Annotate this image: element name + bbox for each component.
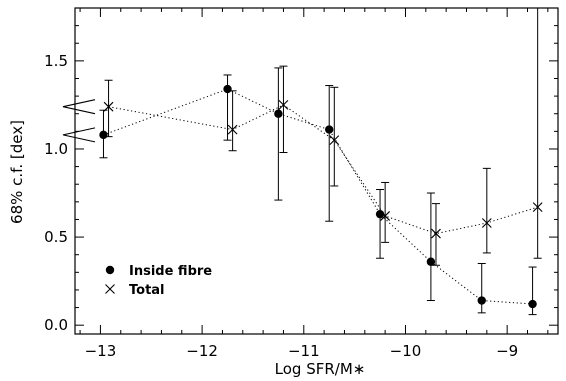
data-point (477, 296, 486, 305)
data-point (528, 299, 537, 309)
x-axis: −13 −12 −11 −10 −9 (79, 8, 549, 360)
data-point-stroke (227, 124, 238, 135)
data-point (532, 202, 543, 213)
error-bar (223, 74, 232, 141)
error-bar (325, 85, 334, 222)
data-point-stroke (329, 135, 340, 146)
series-inside-fibre (99, 67, 537, 316)
data-point (274, 109, 283, 118)
data-point (278, 100, 289, 110)
error-bar (274, 67, 283, 201)
error-bar (330, 86, 339, 187)
series-layer (99, 8, 543, 316)
data-point (99, 130, 108, 140)
annotation-layer (62, 99, 96, 143)
data-point (481, 218, 492, 228)
x-tick-label: −9 (496, 342, 518, 360)
data-point (325, 125, 334, 134)
data-point-stroke (103, 101, 114, 112)
data-point-stroke (431, 228, 441, 239)
series-total (103, 8, 543, 266)
y-tick-label: 1.5 (44, 52, 68, 70)
plot-frame-group (74, 7, 559, 335)
x-tick-label: −10 (390, 342, 422, 360)
y-tick-label: 0.5 (44, 228, 68, 246)
left-arrow-marker (62, 99, 96, 115)
y-axis-title: 68% c.f. [dex] (8, 120, 26, 224)
legend: Inside fibre Total (105, 264, 212, 298)
left-arrow-marker (62, 127, 96, 143)
error-bar (431, 203, 440, 266)
x-tick-label: −12 (186, 342, 218, 360)
x-tick-label: −13 (85, 342, 117, 360)
legend-marker-inside-fibre (105, 265, 115, 275)
error-bar (381, 181, 390, 243)
error-bar (533, 8, 542, 259)
data-point-stroke (532, 202, 543, 213)
data-point (380, 211, 391, 221)
error-bar (426, 192, 435, 302)
data-point-stroke (481, 218, 492, 228)
x-axis-title: Log SFR/M∗ (275, 360, 366, 378)
legend-label-total: Total (129, 283, 165, 298)
series-line-total (108, 104, 538, 235)
legend-marker-total (105, 284, 115, 294)
data-point (329, 135, 340, 146)
data-point (103, 101, 114, 112)
error-bar (482, 167, 491, 254)
y-tick-label: 1.0 (44, 140, 68, 158)
error-bar (104, 79, 113, 138)
data-point-stroke (380, 211, 391, 221)
error-bar (279, 65, 288, 153)
y-axis: 0.0 0.5 1.0 1.5 (44, 7, 558, 334)
data-point (426, 257, 436, 266)
series-line-inside-fibre (103, 88, 533, 305)
error-bar (477, 263, 486, 314)
error-bar (376, 189, 385, 259)
plot-frame (74, 7, 559, 335)
legend-label-inside-fibre: Inside fibre (129, 264, 212, 279)
data-point (227, 124, 238, 135)
data-point (223, 84, 232, 94)
data-point (431, 228, 441, 239)
y-tick-label: 0.0 (44, 316, 68, 334)
error-bar (228, 90, 237, 152)
x-tick-label: −11 (288, 342, 320, 360)
data-point-stroke (278, 100, 289, 110)
